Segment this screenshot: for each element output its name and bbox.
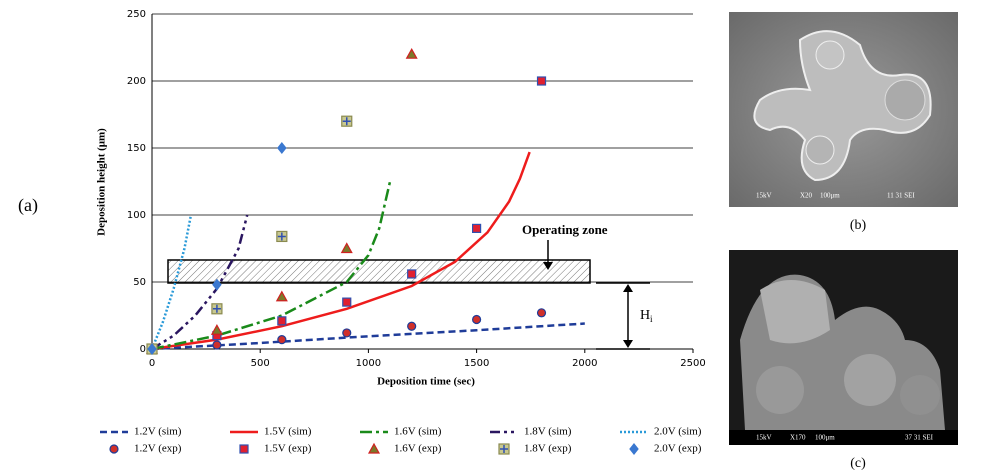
image-text: 15kV bbox=[756, 434, 772, 442]
legend-label: 1.8V (sim) bbox=[524, 426, 572, 438]
y-tick-label: 250 bbox=[127, 9, 146, 20]
annotation: Operating zone bbox=[522, 222, 608, 237]
legend-label: 2.0V (sim) bbox=[654, 426, 702, 438]
legend-swatch bbox=[240, 445, 248, 453]
exp-point bbox=[212, 325, 222, 334]
y-tick-label: 200 bbox=[127, 76, 146, 87]
legend-label: 2.0V (exp) bbox=[654, 443, 702, 455]
legend-label: 1.8V (exp) bbox=[524, 443, 572, 455]
x-tick-label: 2500 bbox=[680, 358, 705, 369]
exp-point bbox=[408, 322, 416, 330]
exp-point bbox=[342, 116, 352, 126]
exp-point bbox=[343, 298, 351, 306]
exp-point bbox=[342, 244, 352, 253]
x-tick-label: 0 bbox=[149, 358, 155, 369]
image-text: X170 bbox=[790, 434, 806, 442]
image-text: 15kV bbox=[756, 192, 772, 200]
sem-image-b bbox=[729, 12, 958, 207]
x-axis-title: Deposition time (sec) bbox=[377, 376, 475, 388]
exp-point bbox=[538, 309, 546, 317]
image-text: 100μm bbox=[815, 434, 835, 442]
image-text: 11 31 SEI bbox=[887, 192, 915, 200]
x-tick-label: 1500 bbox=[464, 358, 489, 369]
exp-point bbox=[473, 224, 481, 232]
x-tick-label: 500 bbox=[251, 358, 270, 369]
exp-point bbox=[408, 270, 416, 278]
y-tick-label: 150 bbox=[127, 143, 146, 154]
exp-point bbox=[212, 304, 222, 314]
legend-swatch bbox=[630, 444, 638, 454]
legend-label: 1.6V (sim) bbox=[394, 426, 442, 438]
legend-label: 1.5V (exp) bbox=[264, 443, 312, 455]
exp-point bbox=[277, 292, 287, 301]
exp-point bbox=[473, 316, 481, 324]
panel-label: (b) bbox=[850, 218, 867, 233]
exp-point bbox=[278, 336, 286, 344]
panel-label: (c) bbox=[850, 456, 866, 471]
exp-point bbox=[277, 231, 287, 241]
image-text: 37 31 SEI bbox=[905, 434, 934, 442]
exp-point bbox=[278, 143, 286, 153]
exp-point bbox=[407, 49, 417, 58]
legend-label: 1.2V (exp) bbox=[134, 443, 182, 455]
image-text: X20 bbox=[800, 192, 813, 200]
panel-label: (a) bbox=[18, 195, 38, 216]
legend-label: 1.6V (exp) bbox=[394, 443, 442, 455]
annotation: i bbox=[650, 314, 653, 324]
legend-swatch bbox=[369, 444, 379, 453]
exp-point bbox=[278, 317, 286, 325]
x-tick-label: 2000 bbox=[572, 358, 597, 369]
image-text: 100μm bbox=[820, 192, 840, 200]
annotation: H bbox=[640, 308, 650, 323]
legend-label: 1.5V (sim) bbox=[264, 426, 312, 438]
y-tick-label: 100 bbox=[127, 210, 146, 221]
legend-swatch bbox=[110, 445, 118, 453]
x-tick-label: 1000 bbox=[356, 358, 381, 369]
y-axis-title: Deposition height (μm) bbox=[96, 128, 108, 236]
figure: (a) 15kV X20 100μm 11 31 SEI (b) 15kV X1… bbox=[0, 0, 985, 476]
exp-point bbox=[343, 329, 351, 337]
y-tick-label: 50 bbox=[133, 277, 146, 288]
legend-swatch bbox=[499, 444, 509, 454]
exp-point bbox=[213, 341, 221, 349]
sem-image-c bbox=[729, 250, 958, 445]
legend-label: 1.2V (sim) bbox=[134, 426, 182, 438]
exp-point bbox=[538, 77, 546, 85]
y-tick-label: 0 bbox=[140, 344, 146, 355]
